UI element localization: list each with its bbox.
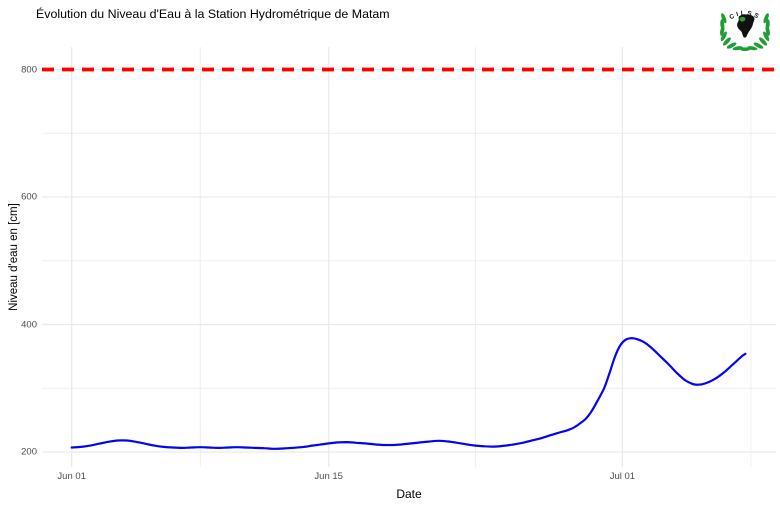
y-tick-label: 600 — [21, 191, 37, 203]
logo-text: CILSS — [728, 10, 761, 21]
chart-title: Évolution du Niveau d'Eau à la Station H… — [36, 7, 390, 21]
x-axis-title: Date — [396, 487, 422, 501]
water-level-line — [70, 337, 747, 450]
cilss-logo: CILSS — [720, 10, 770, 52]
y-tick-label: 400 — [21, 319, 37, 330]
y-tick-label: 800 — [21, 64, 37, 75]
laurel-wreath-icon — [720, 13, 770, 52]
x-tick-label: Jul 01 — [609, 471, 636, 482]
y-tick-label: 200 — [21, 446, 37, 458]
y-axis-title: Niveau d'eau en [cm] — [8, 203, 20, 311]
sahel-region-icon — [739, 16, 746, 22]
x-tick-label: Jun 15 — [314, 471, 343, 482]
x-tick-label: Jun 01 — [57, 471, 86, 482]
